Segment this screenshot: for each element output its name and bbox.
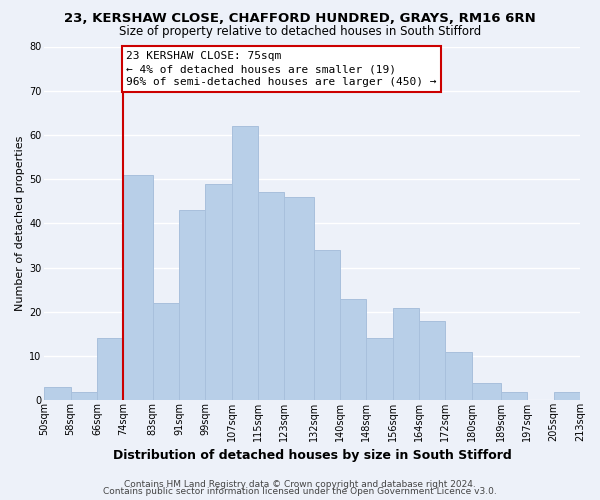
Bar	[419, 321, 445, 400]
Bar	[445, 352, 472, 401]
Bar	[205, 184, 232, 400]
Bar	[153, 303, 179, 400]
Y-axis label: Number of detached properties: Number of detached properties	[15, 136, 25, 311]
Bar	[179, 210, 205, 400]
Bar	[284, 197, 314, 400]
Bar	[367, 338, 392, 400]
Bar	[97, 338, 123, 400]
Bar	[44, 387, 71, 400]
Text: Contains HM Land Registry data © Crown copyright and database right 2024.: Contains HM Land Registry data © Crown c…	[124, 480, 476, 489]
Bar	[123, 175, 153, 400]
Bar	[392, 308, 419, 400]
Text: 23 KERSHAW CLOSE: 75sqm
← 4% of detached houses are smaller (19)
96% of semi-det: 23 KERSHAW CLOSE: 75sqm ← 4% of detached…	[127, 51, 437, 88]
Bar	[232, 126, 258, 400]
Bar	[258, 192, 284, 400]
Bar	[554, 392, 580, 400]
Bar	[71, 392, 97, 400]
X-axis label: Distribution of detached houses by size in South Stifford: Distribution of detached houses by size …	[113, 450, 512, 462]
Bar	[472, 382, 501, 400]
Bar	[501, 392, 527, 400]
Bar	[340, 298, 367, 400]
Text: 23, KERSHAW CLOSE, CHAFFORD HUNDRED, GRAYS, RM16 6RN: 23, KERSHAW CLOSE, CHAFFORD HUNDRED, GRA…	[64, 12, 536, 26]
Text: Contains public sector information licensed under the Open Government Licence v3: Contains public sector information licen…	[103, 487, 497, 496]
Text: Size of property relative to detached houses in South Stifford: Size of property relative to detached ho…	[119, 25, 481, 38]
Bar	[314, 250, 340, 400]
